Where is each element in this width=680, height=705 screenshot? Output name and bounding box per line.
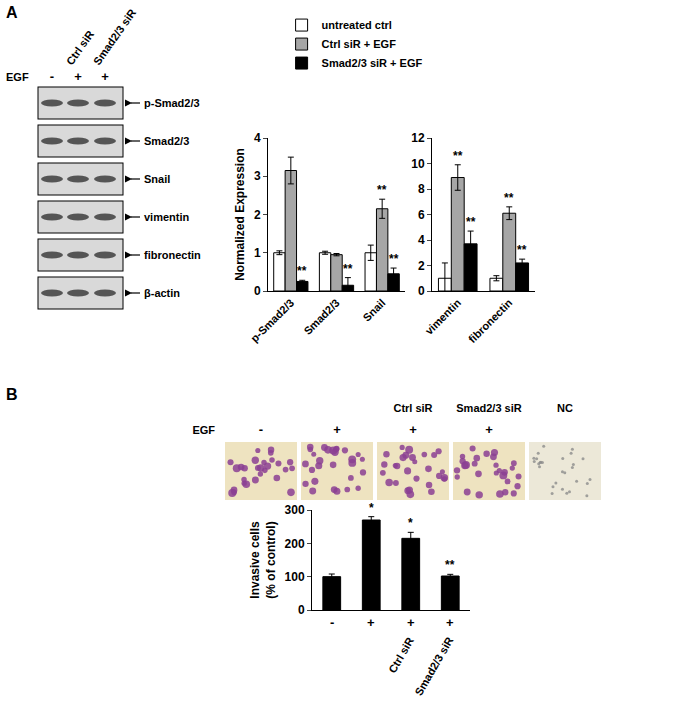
svg-text:**: **: [466, 215, 476, 229]
svg-text:Smad2/3 siR: Smad2/3 siR: [91, 7, 138, 68]
svg-text:4: 4: [254, 131, 261, 145]
svg-text:fibronectin: fibronectin: [466, 296, 515, 345]
svg-text:Smad2/3: Smad2/3: [301, 297, 341, 337]
svg-text:+: +: [333, 422, 341, 437]
svg-text:Snail: Snail: [144, 173, 170, 185]
svg-text:EGF: EGF: [192, 424, 215, 436]
svg-text:**: **: [453, 149, 463, 163]
svg-text:+: +: [367, 615, 375, 630]
svg-text:200: 200: [285, 537, 305, 551]
svg-text:Ctrl siR: Ctrl siR: [386, 635, 416, 675]
svg-text:p-Smad2/3: p-Smad2/3: [144, 97, 200, 109]
svg-text:-: -: [330, 615, 334, 630]
svg-text:**: **: [504, 191, 514, 205]
svg-text:p-Smad2/3: p-Smad2/3: [248, 297, 296, 345]
svg-text:Smad2/3 siR: Smad2/3 siR: [456, 402, 521, 414]
svg-text:**: **: [297, 264, 307, 278]
svg-text:1: 1: [254, 246, 261, 260]
svg-text:NC: NC: [557, 402, 573, 414]
svg-text:+: +: [446, 615, 454, 630]
svg-text:B: B: [6, 386, 18, 403]
svg-text:Invasive cells(% of control): Invasive cells(% of control): [248, 521, 278, 599]
svg-text:fibronectin: fibronectin: [144, 249, 201, 261]
svg-text:10: 10: [411, 157, 425, 171]
svg-text:*: *: [369, 501, 374, 515]
svg-text:Smad2/3: Smad2/3: [144, 135, 189, 147]
svg-text:6: 6: [418, 208, 425, 222]
svg-text:Snail: Snail: [360, 297, 387, 324]
svg-text:0: 0: [298, 603, 305, 617]
svg-text:8: 8: [418, 182, 425, 196]
svg-text:Smad2/3 siR + EGF: Smad2/3 siR + EGF: [322, 57, 423, 69]
svg-text:2: 2: [254, 208, 261, 222]
svg-text:Normalized Expression: Normalized Expression: [233, 148, 247, 281]
svg-text:300: 300: [285, 503, 305, 517]
svg-text:vimentin: vimentin: [423, 296, 464, 337]
svg-text:**: **: [445, 558, 455, 572]
svg-text:3: 3: [254, 169, 261, 183]
svg-text:0: 0: [418, 284, 425, 298]
svg-text:*: *: [408, 516, 413, 530]
svg-text:+: +: [409, 422, 417, 437]
svg-text:vimentin: vimentin: [144, 211, 190, 223]
svg-text:**: **: [389, 252, 399, 266]
svg-text:-: -: [50, 69, 54, 84]
svg-text:0: 0: [254, 284, 261, 298]
svg-text:β-actin: β-actin: [144, 287, 180, 299]
svg-text:untreated ctrl: untreated ctrl: [322, 19, 392, 31]
svg-text:2: 2: [418, 259, 425, 273]
svg-text:Ctrl siR + EGF: Ctrl siR + EGF: [322, 38, 397, 50]
svg-text:A: A: [6, 4, 18, 21]
svg-text:+: +: [101, 69, 109, 84]
svg-text:-: -: [259, 422, 263, 437]
svg-text:100: 100: [285, 570, 305, 584]
svg-text:+: +: [485, 422, 493, 437]
svg-text:EGF: EGF: [6, 71, 29, 83]
svg-text:+: +: [74, 69, 82, 84]
svg-text:Ctrl siR: Ctrl siR: [393, 402, 432, 414]
svg-text:Smad2/3 siR: Smad2/3 siR: [412, 635, 455, 698]
svg-text:12: 12: [411, 131, 425, 145]
svg-text:+: +: [407, 615, 415, 630]
svg-text:Ctrl siR: Ctrl siR: [63, 28, 97, 68]
svg-text:4: 4: [418, 233, 425, 247]
svg-text:**: **: [343, 262, 353, 276]
svg-text:**: **: [377, 183, 387, 197]
svg-text:**: **: [517, 243, 527, 257]
